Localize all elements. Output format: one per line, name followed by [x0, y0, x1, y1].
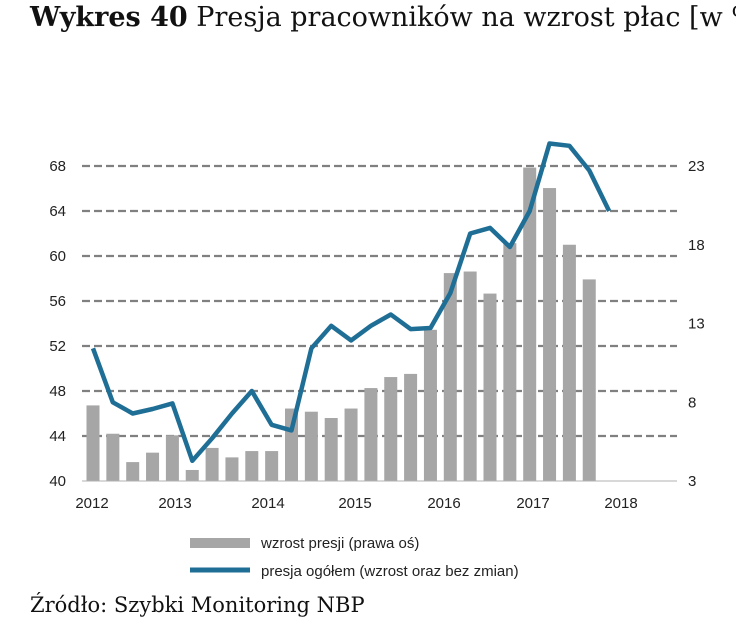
bar	[364, 388, 378, 481]
left-axis-ticks: 40 44 48 52 56 60 64 68	[49, 158, 66, 490]
bar	[146, 452, 160, 481]
chart-title: Wykres 40 Presja pracowników na wzrost p…	[30, 2, 736, 33]
x-tick-label: 2018	[604, 495, 637, 512]
bar	[265, 451, 279, 481]
grid-lines	[82, 164, 677, 438]
bar	[86, 405, 100, 481]
bar	[245, 451, 259, 481]
legend: wzrost presji (prawa oś) presja ogółem (…	[190, 535, 519, 580]
left-tick-label: 56	[49, 293, 66, 310]
bar	[443, 273, 457, 481]
bar	[225, 457, 239, 481]
left-tick-label: 40	[49, 473, 66, 490]
bar	[582, 279, 596, 481]
bar	[562, 244, 576, 481]
x-tick-label: 2015	[338, 495, 371, 512]
right-tick-label: 3	[688, 473, 696, 490]
bar	[344, 408, 358, 481]
bar	[304, 411, 318, 481]
chart-number: Wykres 40	[30, 2, 188, 33]
left-tick-label: 44	[49, 428, 66, 445]
bar-series	[86, 167, 596, 482]
line-series	[90, 141, 612, 464]
x-tick-label: 2014	[251, 495, 284, 512]
bar	[543, 188, 557, 482]
x-tick-label: 2012	[75, 495, 108, 512]
legend-line-label: presja ogółem (wzrost oraz bez zmian)	[261, 563, 519, 580]
bar	[503, 243, 517, 481]
x-tick-label: 2017	[516, 495, 549, 512]
right-tick-label: 8	[688, 394, 696, 411]
bar	[126, 462, 140, 481]
bar	[483, 293, 497, 481]
x-axis-ticks: 2012 2013 2014 2015 2016 2017 2018	[75, 495, 637, 512]
legend-bar-swatch	[190, 538, 250, 548]
bar	[205, 447, 219, 481]
left-tick-label: 48	[49, 383, 66, 400]
series-line	[90, 141, 612, 464]
bar	[423, 329, 437, 481]
right-tick-label: 23	[688, 158, 705, 175]
bar	[463, 271, 477, 481]
chart-title-text: Presja pracowników na wzrost płac [w %]	[196, 2, 736, 33]
right-tick-label: 13	[688, 316, 705, 333]
right-tick-label: 18	[688, 237, 705, 254]
left-tick-label: 60	[49, 248, 66, 265]
legend-bar-label: wzrost presji (prawa oś)	[260, 535, 419, 552]
right-axis-ticks: 3 8 13 18 23	[688, 158, 705, 490]
bar	[165, 435, 179, 481]
source-note: Źródło: Szybki Monitoring NBP	[30, 593, 365, 617]
bar	[324, 418, 338, 481]
left-tick-label: 52	[49, 338, 66, 355]
bar	[285, 408, 298, 481]
bar	[404, 373, 418, 481]
bar	[185, 469, 199, 481]
left-tick-label: 64	[49, 203, 66, 220]
bar	[523, 167, 537, 481]
left-tick-label: 68	[49, 158, 66, 175]
x-tick-label: 2013	[158, 495, 191, 512]
x-tick-label: 2016	[427, 495, 460, 512]
bar	[384, 377, 398, 481]
bar	[106, 433, 120, 481]
